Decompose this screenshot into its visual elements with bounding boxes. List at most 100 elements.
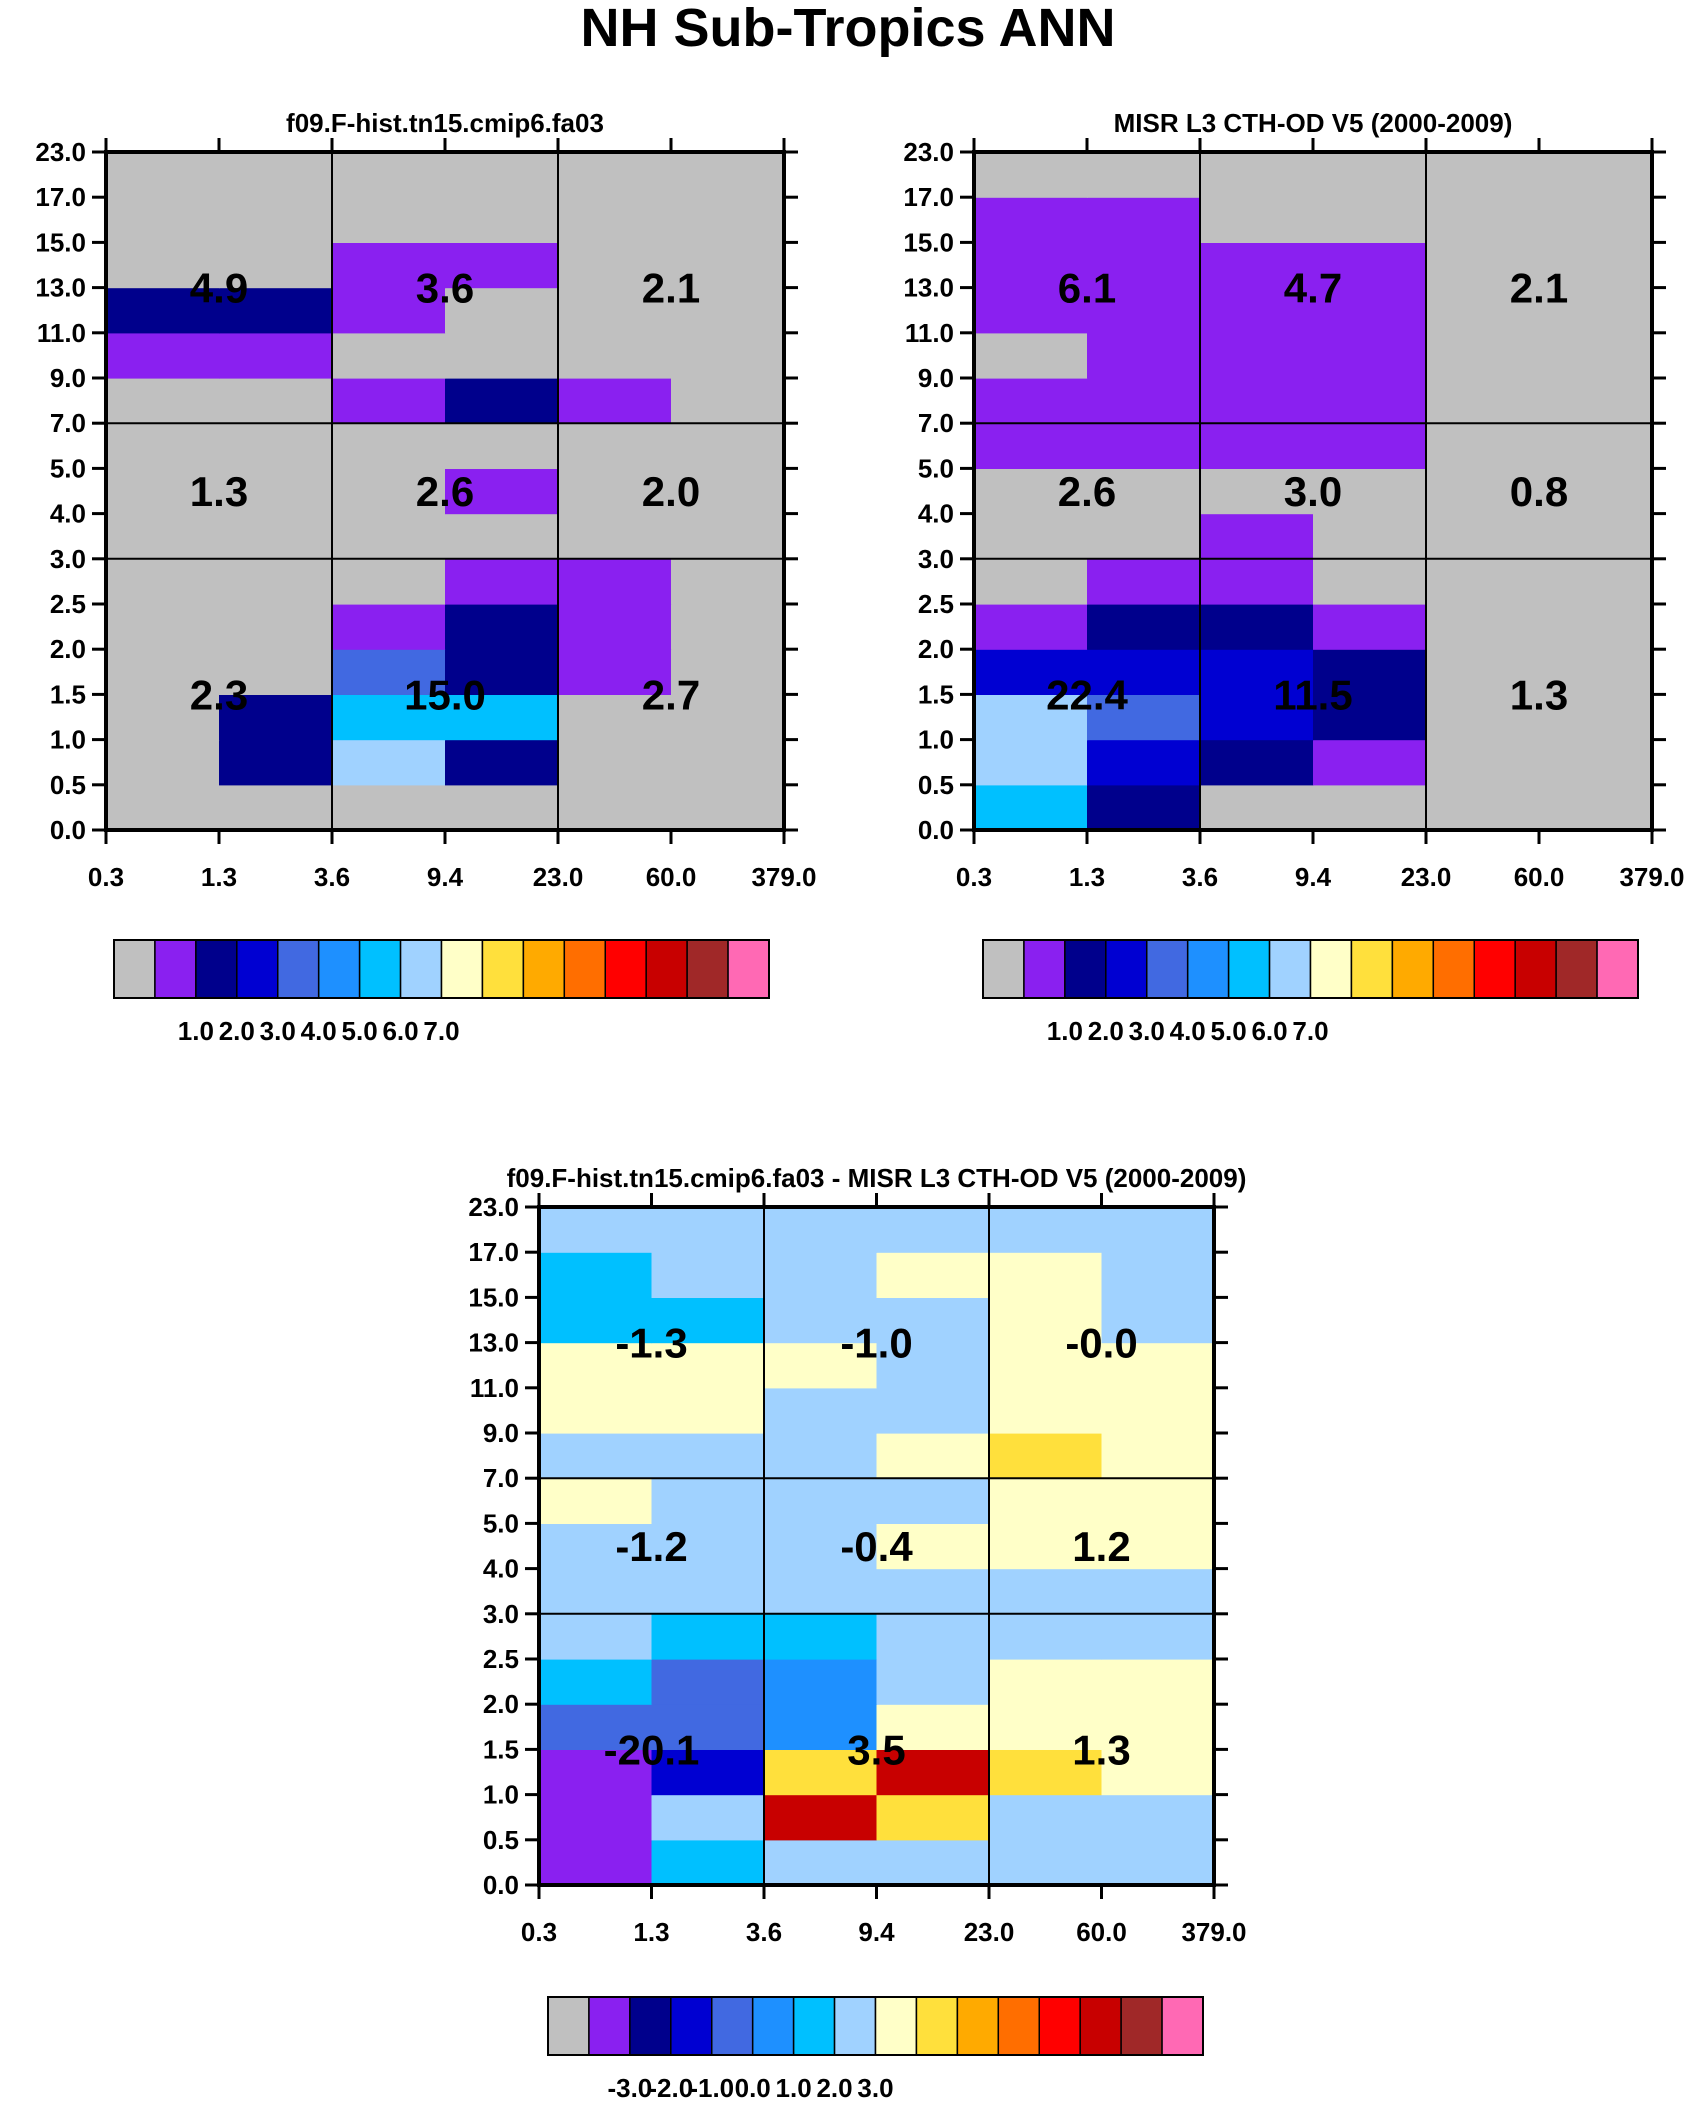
heatmap-cell — [1426, 604, 1540, 650]
heatmap-cell — [539, 1704, 653, 1750]
x-tick-label: 0.3 — [521, 1917, 557, 1947]
x-tick-label: 3.6 — [314, 862, 350, 892]
colorbar-swatch — [792, 1996, 836, 2056]
y-tick-label: 23.0 — [35, 137, 86, 167]
heatmap-cell — [1200, 197, 1314, 243]
group-value-label: 4.7 — [1284, 265, 1342, 312]
heatmap-cell — [332, 287, 446, 334]
heatmap-cell — [1539, 287, 1653, 334]
y-tick-label: 3.0 — [918, 544, 954, 574]
colorbar-swatch — [1514, 939, 1557, 999]
heatmap-cell — [989, 1523, 1103, 1570]
heatmap-cell — [1539, 242, 1653, 289]
heatmap-cell — [1087, 378, 1201, 424]
group-value-label: 2.0 — [642, 468, 700, 515]
colorbar-swatch — [915, 1996, 959, 2056]
y-tick-label: 15.0 — [468, 1282, 519, 1312]
colorbar-swatch — [277, 939, 320, 999]
colorbar-swatch — [1146, 939, 1189, 999]
colorbar-label: -3.0 — [607, 2073, 652, 2103]
colorbar-swatch — [727, 939, 770, 999]
colorbar-swatch — [522, 939, 566, 999]
group-value-label: 11.5 — [1273, 671, 1352, 718]
heatmap-cell — [1087, 197, 1201, 243]
heatmap-cell — [219, 513, 333, 560]
heatmap-cell — [764, 1478, 878, 1524]
heatmap-cell — [445, 287, 559, 334]
heatmap-cell — [332, 378, 446, 424]
heatmap-cell — [764, 1297, 878, 1344]
observation-panel: MISR L3 CTH-OD V5 (2000-2009) 0.3 1.3 3.6 9.… — [903, 108, 1684, 1046]
heatmap-cell — [539, 1252, 653, 1298]
y-tick-label: 0.5 — [483, 1825, 519, 1855]
heatmap-cell — [1313, 694, 1427, 741]
heatmap-cell — [1087, 604, 1201, 650]
colorbar-swatch — [997, 1996, 1040, 2056]
heatmap-cell — [219, 378, 333, 424]
colorbar-swatch — [1186, 939, 1230, 999]
colorbar-swatch — [670, 1996, 713, 2056]
heatmap-cell — [974, 152, 1088, 198]
heatmap-cell — [1539, 604, 1653, 650]
group-value-label: 2.1 — [1510, 265, 1568, 312]
heatmap-cell — [1313, 287, 1427, 334]
heatmap-cell — [558, 468, 672, 515]
y-tick-label: 2.5 — [918, 589, 954, 619]
heatmap-cell — [539, 1568, 653, 1615]
heatmap-cell — [1313, 739, 1427, 786]
heatmap-cell — [106, 152, 220, 198]
heatmap-cell — [1539, 513, 1653, 560]
y-tick-label: 1.0 — [483, 1780, 519, 1810]
heatmap-cell — [1539, 694, 1653, 741]
heatmap-cell — [876, 1704, 990, 1750]
x-tick-label: 379.0 — [1619, 862, 1684, 892]
heatmap-cell — [671, 468, 785, 515]
colorbar-frame — [547, 1996, 1204, 2056]
heatmap-cell — [445, 604, 559, 650]
colorbar-label: 5.0 — [1211, 1016, 1247, 1046]
heatmap-cell — [651, 1704, 765, 1750]
heatmap-cell — [671, 242, 785, 289]
heatmap-cell — [1101, 1568, 1215, 1615]
panel-title: f09.F-hist.tn15.cmip6.fa03 — [286, 108, 604, 138]
heatmap-cell — [332, 604, 446, 650]
heatmap-cell — [332, 739, 446, 786]
group-value-label: 3.6 — [416, 265, 474, 312]
heatmap-cell — [764, 1568, 878, 1615]
colorbar-label: 7.0 — [1292, 1016, 1328, 1046]
heatmap-cell — [1313, 649, 1427, 695]
panel-title: f09.F-hist.tn15.cmip6.fa03 - MISR L3 CTH… — [507, 1163, 1247, 1193]
heatmap-cell — [1539, 468, 1653, 515]
heatmap-cell — [332, 152, 446, 198]
heatmap-cell — [1087, 739, 1201, 786]
colorbar-swatch — [1350, 939, 1394, 999]
heatmap-cell — [445, 558, 559, 605]
heatmap-cell — [974, 604, 1088, 650]
heatmap-cell — [445, 242, 559, 289]
group-value-label: 4.9 — [190, 265, 248, 312]
heatmap-cell — [764, 1839, 878, 1886]
colorbar-swatch — [645, 939, 688, 999]
heatmap-cell — [332, 242, 446, 289]
y-tick-label: 23.0 — [468, 1192, 519, 1222]
y-tick-label: 9.0 — [50, 363, 86, 393]
heatmap-cell — [1313, 332, 1427, 379]
colorbar-swatch — [1227, 939, 1271, 999]
heatmap-cell — [539, 1523, 653, 1570]
heatmap-cell — [332, 649, 446, 695]
heatmap-cell — [671, 784, 785, 831]
heatmap-cell — [219, 468, 333, 515]
heatmap-cell — [1101, 1387, 1215, 1434]
heatmap-cell — [1101, 1523, 1215, 1570]
x-tick-label: 9.4 — [858, 1917, 895, 1947]
heatmap-cell — [651, 1342, 765, 1389]
y-tick-label: 9.0 — [918, 363, 954, 393]
heatmap-cell — [671, 378, 785, 424]
heatmap-cell — [671, 332, 785, 379]
colorbar-frame — [113, 939, 770, 999]
y-tick-label: 1.5 — [483, 1734, 519, 1764]
heatmap-cell — [1087, 242, 1201, 289]
heatmap-cell — [106, 423, 220, 469]
colorbar-swatch — [1432, 939, 1476, 999]
